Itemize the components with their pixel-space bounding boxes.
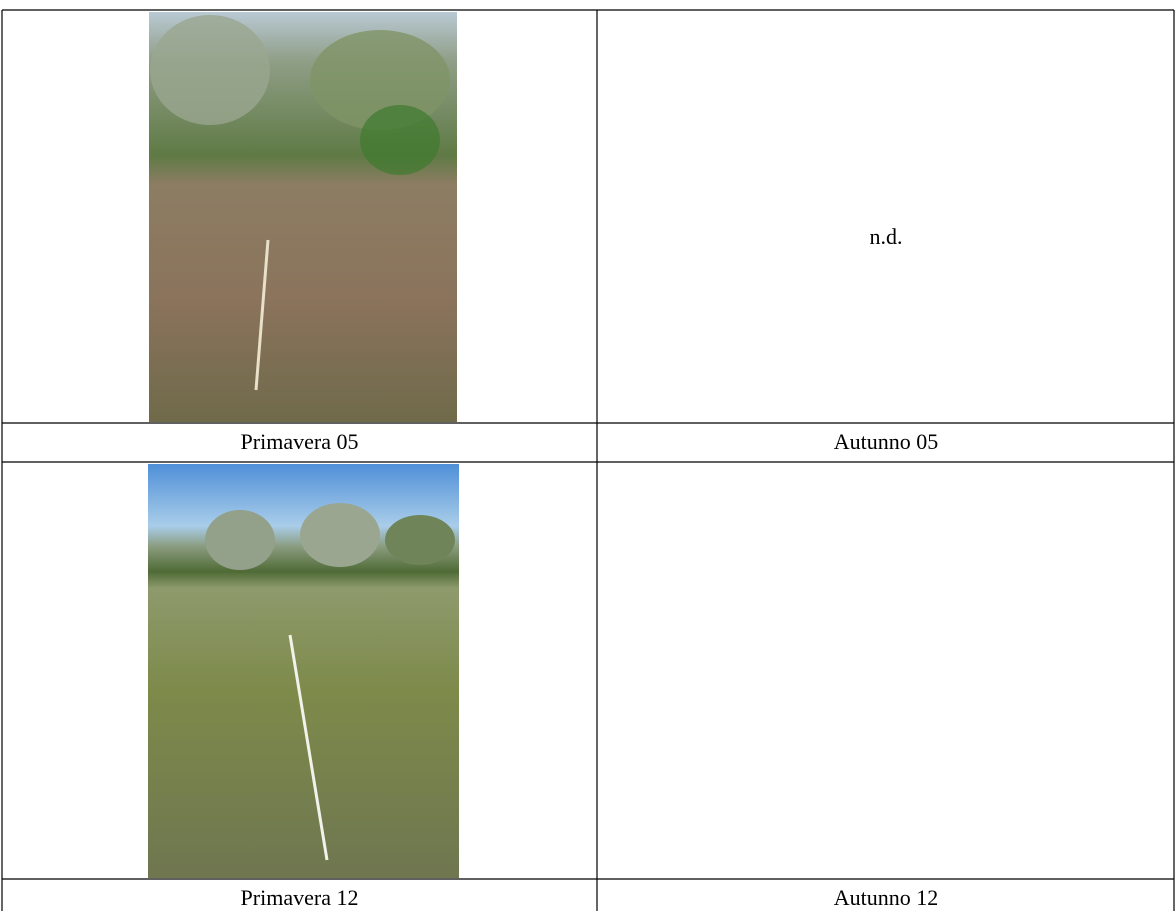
photo-spring-05 (149, 12, 457, 422)
table-borders (1, 9, 1175, 911)
cell-note: n.d. (869, 224, 903, 249)
caption: Primavera 05 (240, 429, 359, 454)
caption: Autunno 05 (833, 429, 939, 454)
photo-spring-12 (148, 464, 459, 878)
caption: Primavera 12 (240, 885, 359, 910)
caption: Autunno 12 (833, 885, 939, 910)
